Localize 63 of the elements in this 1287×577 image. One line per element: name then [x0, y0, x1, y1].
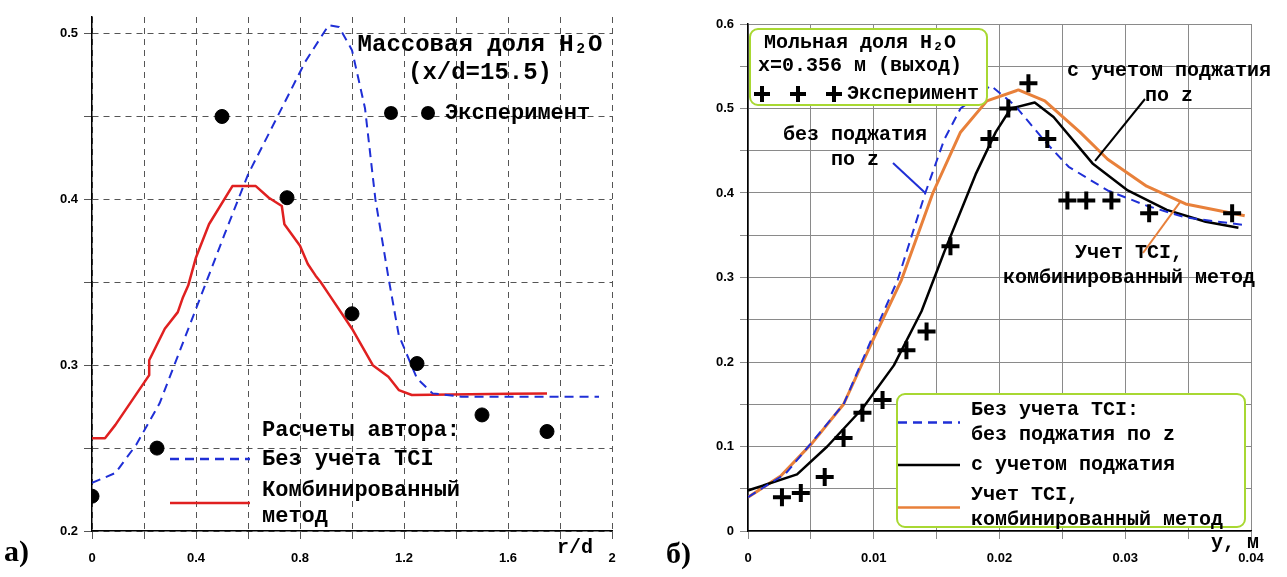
- annotation: Учет TCI, комбинированный метод: [1002, 240, 1256, 289]
- point: [939, 235, 962, 258]
- point: [474, 407, 490, 423]
- legend-label: Эксперимент: [847, 82, 980, 106]
- x-tick-label: 0.04: [1238, 550, 1265, 566]
- y-tick-label: 0.2: [715, 353, 734, 369]
- chart-title: Мольная доля H₂O: [763, 31, 957, 55]
- y-tick-label: 0.4: [715, 184, 735, 200]
- x-tick-label: 1.6: [498, 550, 518, 566]
- point: [789, 481, 812, 504]
- x-tick-label: 0.4: [186, 550, 206, 566]
- point: [1075, 189, 1098, 212]
- point: [997, 97, 1020, 120]
- annotation: без поджатия по z: [782, 122, 928, 171]
- y-tick-label: 0.5: [59, 25, 78, 41]
- point: [1036, 127, 1059, 150]
- point: [851, 401, 874, 424]
- point: [279, 190, 295, 206]
- y-tick-label: 0.6: [715, 15, 734, 31]
- point: [1017, 72, 1040, 95]
- x-axis-title: r/d: [556, 536, 594, 560]
- y-tick-label: 0: [726, 522, 734, 538]
- x-tick-label: 1.2: [394, 550, 414, 566]
- point: [895, 339, 918, 362]
- point: [344, 306, 360, 322]
- legend-label: Комбинированный метод: [262, 477, 461, 529]
- point: [409, 356, 425, 372]
- x-tick-label: 0: [88, 550, 96, 566]
- point: [770, 486, 793, 509]
- point: [149, 440, 165, 456]
- point: [871, 389, 894, 412]
- y-tick-label: 0.3: [715, 269, 734, 285]
- point: [1100, 189, 1123, 212]
- annotation: с учетом поджатия по z: [1066, 58, 1272, 107]
- y-tick-label: 0.4: [59, 190, 79, 206]
- point: [539, 424, 555, 440]
- x-tick-label: 0.8: [290, 550, 310, 566]
- text: (x/d=15.5): [407, 59, 553, 87]
- point: [1056, 189, 1079, 212]
- x-tick-label: 0.03: [1112, 550, 1138, 566]
- point: [813, 465, 836, 488]
- point: [1138, 202, 1161, 225]
- legend-label: Эксперимент: [445, 100, 591, 126]
- legend-title: Расчеты автора:: [262, 417, 461, 443]
- point: [978, 127, 1001, 150]
- text: а): [4, 533, 29, 568]
- legend-label: Без учета TCI: [262, 446, 434, 472]
- text: Массовая доля H₂O: [357, 31, 603, 59]
- y-tick-label: 0.1: [715, 438, 734, 454]
- x-tick-label: 2: [608, 550, 616, 566]
- y-tick-label: 0.3: [59, 356, 78, 372]
- y-tick-label: 0.2: [59, 522, 78, 538]
- x-tick-label: 0.01: [861, 550, 887, 566]
- text: x=0.356 м (выход): [757, 54, 963, 78]
- y-tick-label: 0.5: [715, 100, 734, 116]
- text: б): [666, 535, 691, 570]
- x-tick-label: 0: [744, 550, 752, 566]
- point: [214, 108, 230, 124]
- point: [832, 427, 855, 450]
- point: [1221, 202, 1244, 225]
- x-tick-label: 0.02: [986, 550, 1013, 566]
- legend-label: с учетом поджатия: [971, 453, 1176, 477]
- point: [915, 320, 938, 343]
